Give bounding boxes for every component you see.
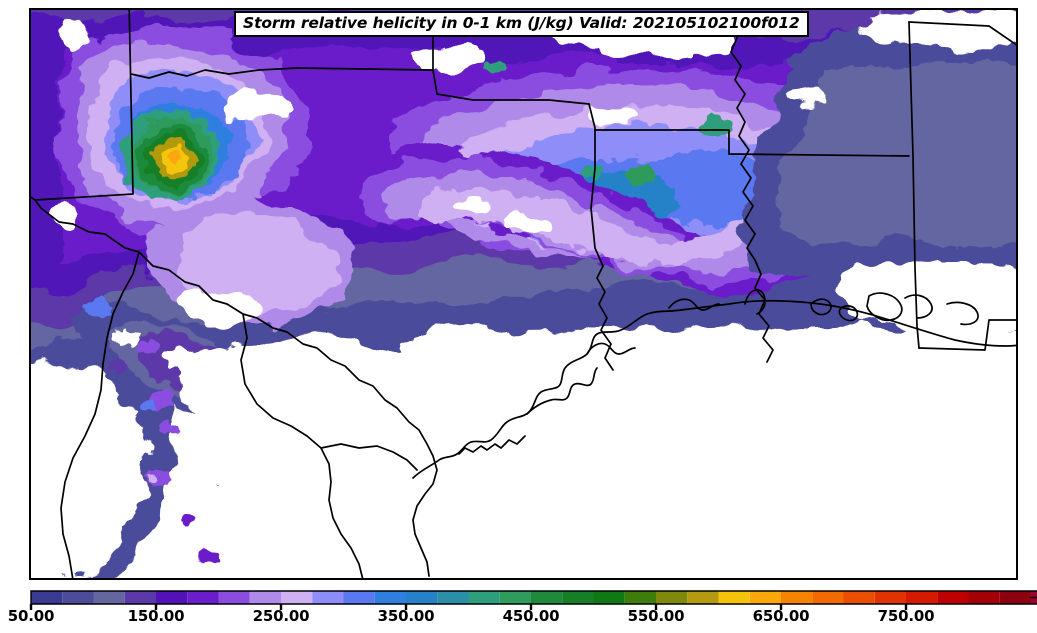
coastline-galveston-bay: [526, 367, 598, 415]
boundary-new-mexico: [34, 8, 134, 201]
colorbar-segment: [843, 591, 875, 604]
boundary-mexico-state-3: [320, 443, 418, 471]
coastline-island-b: [838, 305, 859, 322]
colorbar-segment: [218, 591, 250, 604]
coastline-mobile-bay: [946, 301, 979, 326]
boundary-mississippi-alabama: [908, 21, 920, 349]
coastline-louisiana-delta: [668, 298, 720, 311]
colorbar-segment: [906, 591, 938, 604]
colorbar-segment: [812, 591, 844, 604]
contour-fill-layer: [29, 8, 1018, 580]
colorbar-segment: [562, 591, 594, 604]
colorbar-segment: [187, 591, 219, 604]
colorbar-tick-label: 650.00: [752, 607, 810, 625]
colorbar-segment: [156, 591, 188, 604]
map-contour-plot: [29, 8, 1018, 580]
colorbar-segment: [531, 591, 563, 604]
colorbar-segment: [874, 591, 906, 604]
colorbar-segment: [406, 591, 438, 604]
colorbar-segment: [312, 591, 344, 604]
colorbar-segment: [624, 591, 656, 604]
colorbar-tick-label: 150.00: [127, 607, 185, 625]
coastline-barataria: [744, 289, 766, 315]
colorbar-segment: [62, 591, 94, 604]
boundary-texas-louisiana: [588, 103, 614, 371]
coastline-island-a: [810, 298, 832, 316]
boundary-mexico-state-1: [60, 251, 140, 580]
boundary-louisiana-mississippi: [754, 259, 774, 363]
colorbar-segment: [249, 591, 281, 604]
colorbar-segment: [718, 591, 750, 604]
coastline-island-d: [904, 294, 933, 319]
boundary-oklahoma-panhandle: [296, 67, 590, 105]
boundary-mississippi-river: [730, 23, 756, 261]
coastline-island-c: [866, 292, 903, 322]
boundary-oklahoma-arkansas: [594, 129, 730, 155]
colorbar-outline: [30, 590, 1037, 605]
colorbar-segment: [31, 591, 63, 604]
colorbar-tick-label: 250.00: [252, 607, 310, 625]
colorbar-segment-group: [31, 591, 1037, 604]
colorbar-segment: [687, 591, 719, 604]
colorbar-segment: [499, 591, 531, 604]
colorbar-tick-label: 550.00: [627, 607, 685, 625]
boundary-alabama-georgia: [908, 21, 1018, 47]
colorbar-segment: [593, 591, 625, 604]
colorbar-segment: [968, 591, 1000, 604]
colorbar-segment: [749, 591, 781, 604]
colorbar-segment: [437, 591, 469, 604]
plot-title: Storm relative helicity in 0-1 km (J/kg)…: [234, 11, 809, 37]
geographic-boundaries: [29, 8, 1018, 580]
map-panel: [29, 8, 1018, 580]
colorbar: 50.00 150.00 250.00 350.00 450.00 550.00 650.0…: [0, 586, 1037, 633]
colorbar-tick-label: 450.00: [502, 607, 560, 625]
colorbar-tick-label: 750.00: [877, 607, 935, 625]
colorbar-tick-label: 350.00: [377, 607, 435, 625]
boundary-arkansas-louisiana: [728, 153, 910, 157]
boundary-red-river-west: [130, 67, 298, 79]
colorbar-tick-label: 50.00: [7, 607, 55, 625]
colorbar-segment: [374, 591, 406, 604]
coastline-barrier-islands: [458, 435, 526, 455]
colorbar-segment: [781, 591, 813, 604]
colorbar-tick-group: [29, 604, 908, 610]
colorbar-segment: [343, 591, 375, 604]
colorbar-segment: [468, 591, 500, 604]
colorbar-segment: [93, 591, 125, 604]
colorbar-segment: [656, 591, 688, 604]
colorbar-segment: [999, 591, 1031, 604]
boundary-rio-grande: [34, 199, 438, 577]
colorbar-segment: [281, 591, 313, 604]
colorbar-swatches: [29, 590, 1037, 610]
colorbar-segment: [937, 591, 969, 604]
coastline-sabine-lake: [586, 342, 636, 355]
colorbar-segment: [124, 591, 156, 604]
boundary-alabama-florida: [918, 319, 1018, 351]
